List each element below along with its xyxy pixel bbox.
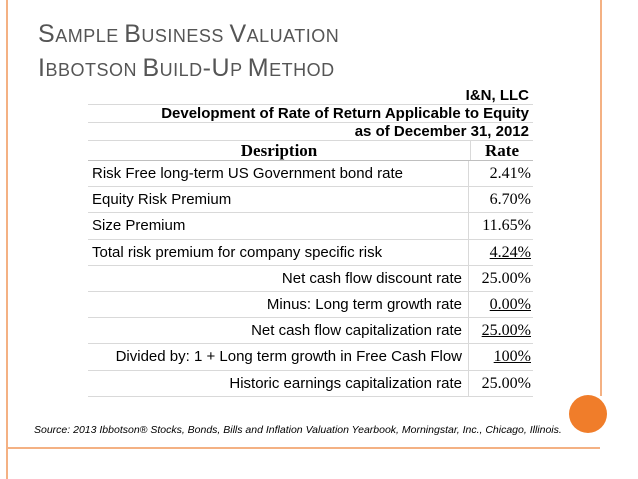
title-small-caps: AMPLE: [55, 26, 125, 46]
title-cap-letter: S: [38, 20, 56, 48]
row-rate-value: 11.65%: [482, 217, 531, 235]
row-description: Size Premium: [92, 217, 186, 235]
row-rate-value: 6.70%: [489, 191, 531, 209]
table-row: Size Premium 11.65%: [88, 213, 533, 240]
title-cap-letter: M: [247, 54, 270, 82]
table-row: Total risk premium for company specific …: [88, 239, 533, 266]
table-as-of-date: as of December 31, 2012: [354, 123, 529, 140]
title-small-caps: P: [230, 60, 248, 80]
table-row: Risk Free long-term US Government bond r…: [88, 161, 533, 188]
row-rate-value: 4.24%: [489, 243, 531, 261]
table-row: Divided by: 1 + Long term growth in Free…: [88, 344, 533, 371]
row-description: Divided by: 1 + Long term growth in Free…: [115, 348, 462, 366]
column-header-description: Desription: [240, 140, 318, 160]
title-cap-letter: V: [229, 20, 247, 48]
row-description: Historic earnings capitalization rate: [229, 374, 462, 392]
title-cap-letter: B: [124, 20, 142, 48]
row-rate: 100%: [468, 344, 533, 370]
table-heading-row: Development of Rate of Return Applicable…: [88, 105, 533, 123]
title-small-caps: BBOTSON: [45, 60, 143, 80]
row-rate: 0.00%: [468, 291, 533, 318]
table-heading: Development of Rate of Return Applicable…: [161, 105, 529, 122]
row-description: Net cash flow capitalization rate: [251, 322, 462, 340]
table-body: Risk Free long-term US Government bond r…: [88, 161, 533, 397]
table-row: Net cash flow discount rate 25.00%: [88, 265, 533, 292]
title-cap-letter: I: [38, 54, 46, 82]
row-description: Equity Risk Premium: [92, 191, 232, 209]
slide-title: SAMPLE BUSINESS VALUATION IBBOTSON BUILD…: [38, 18, 339, 86]
table-row: Net cash flow capitalization rate 25.00%: [88, 318, 533, 345]
decorative-circle: [569, 395, 607, 433]
title-line-2: IBBOTSON BUILD-UP METHOD: [38, 52, 339, 86]
title-small-caps: USINESS: [141, 26, 230, 46]
row-description: Risk Free long-term US Government bond r…: [92, 165, 403, 183]
row-rate-value: 100%: [493, 348, 531, 366]
row-rate-value: 2.41%: [489, 165, 531, 182]
slide-frame-bottom: [6, 447, 600, 449]
table-column-headers: Desription Rate: [88, 141, 533, 161]
row-rate: 25.00%: [468, 318, 533, 344]
row-rate: 11.65%: [468, 213, 533, 239]
column-header-rate: Rate: [470, 141, 533, 160]
title-small-caps: ALUATION: [246, 26, 340, 46]
table-company-row: I&N, LLC: [88, 87, 533, 105]
row-rate: 6.70%: [468, 187, 533, 213]
row-description: Total risk premium for company specific …: [92, 243, 383, 261]
table-row: Equity Risk Premium 6.70%: [88, 187, 533, 214]
table-date-row: as of December 31, 2012: [88, 123, 533, 141]
row-description: Minus: Long term growth rate: [266, 296, 462, 314]
title-cap-letter: -U: [202, 54, 231, 82]
row-rate: 25.00%: [468, 265, 533, 291]
row-rate-value: 25.00%: [481, 374, 531, 392]
slide-frame-left: [6, 0, 8, 479]
title-small-caps: ETHOD: [269, 60, 335, 80]
row-rate-value: 25.00%: [481, 322, 531, 340]
row-rate-value: 0.00%: [489, 295, 531, 313]
row-rate: 25.00%: [468, 370, 533, 396]
row-rate-value: 25.00%: [481, 269, 531, 287]
slide-frame-right: [600, 0, 602, 396]
title-cap-letter: B: [142, 54, 160, 82]
company-name: I&N, LLC: [465, 87, 529, 104]
title-small-caps: UILD: [159, 60, 203, 80]
row-rate: 4.24%: [468, 239, 533, 265]
title-line-1: SAMPLE BUSINESS VALUATION: [38, 18, 339, 52]
source-citation: Source: 2013 Ibbotson® Stocks, Bonds, Bi…: [34, 424, 562, 436]
rate-of-return-table: I&N, LLC Development of Rate of Return A…: [88, 87, 533, 397]
row-rate: 2.41%: [468, 161, 533, 187]
table-row: Historic earnings capitalization rate 25.…: [88, 370, 533, 397]
table-row: Minus: Long term growth rate 0.00%: [88, 291, 533, 319]
row-description: Net cash flow discount rate: [281, 269, 462, 287]
